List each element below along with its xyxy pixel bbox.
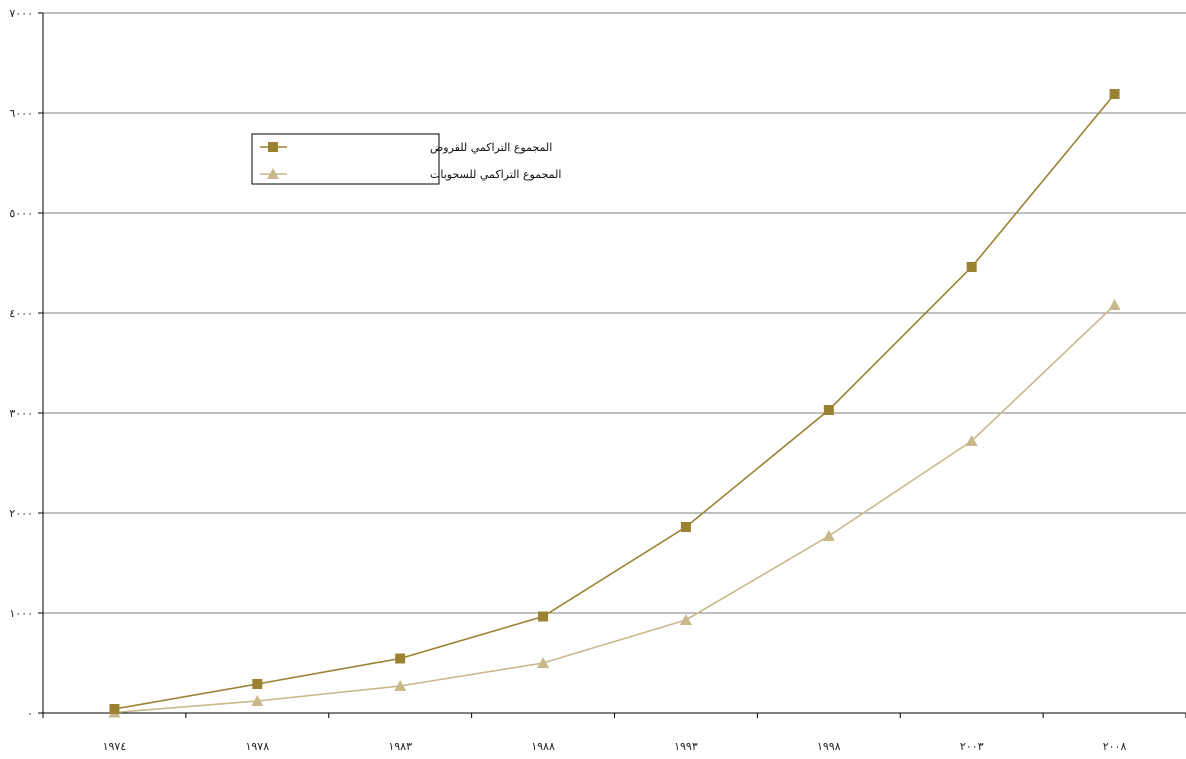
data-point-triangle: [1108, 299, 1121, 310]
legend-square-marker: [268, 142, 278, 152]
y-tick-label: ٤٠٠٠: [9, 307, 33, 320]
legend: المجموع التراكمي للقروض المجموع التراكمي…: [251, 133, 561, 185]
legend-triangle-marker: [267, 168, 279, 179]
x-tick-label: ١٩٩٣: [674, 740, 698, 753]
legend-label-withdrawals: المجموع التراكمي للسحوبات: [430, 168, 561, 181]
data-point-triangle: [822, 530, 835, 541]
y-tick-label: ٦٠٠٠: [9, 107, 33, 120]
data-point-square: [109, 704, 120, 714]
y-tick-label: ١٠٠٠: [9, 607, 33, 620]
y-tick-label: ٠: [27, 707, 33, 720]
y-axis-ticks: ٠ ١٠٠٠ ٢٠٠٠ ٣٠٠٠ ٤٠٠٠ ٥٠٠٠ ٦٠٠٠ ٧٠٠٠: [9, 7, 43, 720]
x-tick-label: ١٩٩٨: [817, 740, 841, 753]
data-point-square: [680, 522, 691, 532]
data-point-square: [252, 679, 263, 689]
legend-item-loans: المجموع التراكمي للقروض: [260, 141, 552, 154]
x-tick-label: ٢٠٠٣: [960, 740, 984, 753]
y-tick-label: ٧٠٠٠: [9, 7, 33, 20]
legend-label-loans: المجموع التراكمي للقروض: [430, 141, 552, 154]
data-point-triangle: [394, 680, 407, 691]
legend-item-withdrawals: المجموع التراكمي للسحوبات: [260, 168, 561, 181]
data-point-square: [823, 405, 834, 415]
x-tick-label: ١٩٧٨: [245, 740, 269, 753]
series-line-loans: [114, 93, 1116, 710]
y-tick-label: ٢٠٠٠: [9, 507, 33, 520]
data-point-square: [966, 262, 977, 272]
data-point-square: [395, 653, 406, 664]
data-point-triangle: [251, 695, 264, 706]
data-point-square: [1109, 89, 1120, 99]
data-point-triangle: [537, 657, 550, 668]
legend-box: [251, 133, 440, 185]
grid-lines: [43, 12, 1186, 614]
x-tick-label: ١٩٨٣: [388, 740, 412, 753]
data-point-triangle: [679, 614, 692, 625]
series-group: [108, 89, 1121, 718]
x-tick-label: ١٩٧٤: [103, 740, 127, 753]
x-tick-label: ١٩٨٨: [531, 740, 555, 753]
data-point-square: [538, 611, 549, 622]
x-tick-label: ٢٠٠٨: [1103, 740, 1127, 753]
y-tick-label: ٥٠٠٠: [9, 207, 33, 220]
data-point-triangle: [965, 435, 978, 446]
series-line-withdrawals: [114, 304, 1116, 714]
x-axis-ticks: ١٩٧٤ ١٩٧٨ ١٩٨٣ ١٩٨٨ ١٩٩٣ ١٩٩٨ ٢٠٠٣ ٢٠٠٨: [42, 713, 1186, 753]
axes: [42, 13, 1186, 714]
y-tick-label: ٣٠٠٠: [9, 407, 33, 420]
